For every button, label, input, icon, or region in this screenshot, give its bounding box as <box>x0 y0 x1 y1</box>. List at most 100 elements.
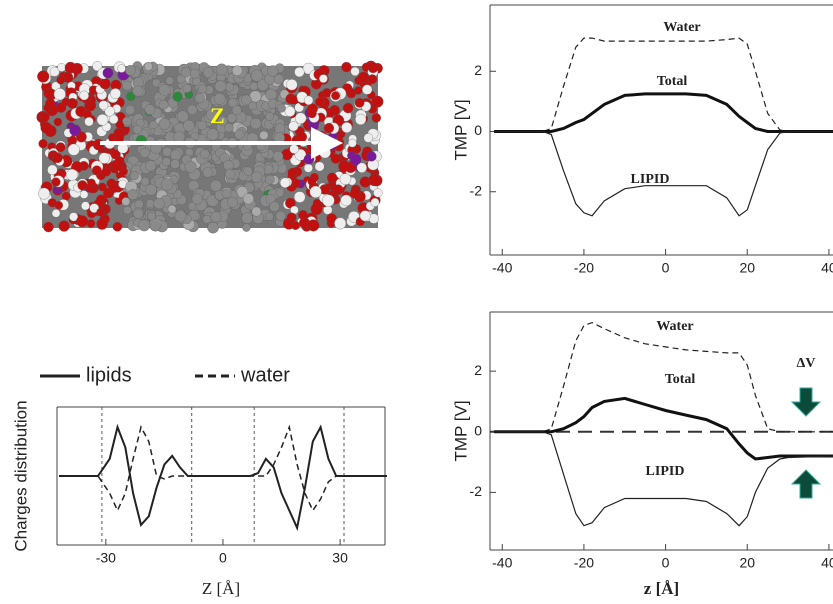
atom <box>279 177 291 188</box>
series-line <box>494 92 833 133</box>
arrow-down <box>790 387 822 417</box>
atom <box>69 124 81 136</box>
atom <box>139 147 150 158</box>
atom <box>132 124 143 135</box>
atom <box>363 133 373 143</box>
x-tick-label: 20 <box>739 555 755 571</box>
atom <box>127 189 139 200</box>
atom <box>132 85 144 97</box>
atom <box>350 66 360 76</box>
atom <box>77 180 88 191</box>
atom <box>248 101 258 111</box>
atom <box>122 116 132 126</box>
atom <box>291 221 300 230</box>
atom <box>224 168 236 180</box>
atom <box>174 210 187 222</box>
atom <box>51 209 61 218</box>
atom <box>275 188 285 197</box>
atom <box>160 178 174 191</box>
atom <box>265 212 274 221</box>
atom <box>373 188 383 198</box>
x-tick-label: 40 <box>821 260 833 276</box>
atom <box>202 167 214 178</box>
atom <box>265 112 274 121</box>
x-tick-label: 30 <box>332 550 348 566</box>
atom <box>349 187 362 199</box>
atom <box>147 212 156 221</box>
atom <box>243 166 253 176</box>
y-tick-label: 2 <box>474 62 482 78</box>
atom <box>45 98 56 109</box>
atom <box>182 83 192 93</box>
atom <box>165 76 174 85</box>
atom <box>240 94 252 106</box>
atom <box>331 91 340 101</box>
atom <box>370 198 380 207</box>
atom <box>242 223 251 232</box>
atom <box>362 84 373 95</box>
atom <box>38 139 48 149</box>
atom <box>224 123 234 133</box>
legend-label: lipids <box>86 364 132 386</box>
atom <box>250 117 262 130</box>
atom <box>102 67 114 79</box>
series-label: Water <box>656 319 693 334</box>
atom <box>210 179 222 192</box>
atom <box>167 204 177 214</box>
atom <box>250 171 263 183</box>
atom <box>191 193 203 205</box>
atom <box>217 115 228 126</box>
atom <box>161 157 171 167</box>
x-axis-label: Z [Å] <box>202 579 240 598</box>
y-axis-label: TMP [V] <box>451 99 470 160</box>
atom <box>228 98 238 108</box>
x-tick-label: -20 <box>574 555 594 571</box>
series-label: Total <box>665 372 696 387</box>
atom <box>57 63 66 72</box>
atom <box>40 112 50 122</box>
atom <box>368 174 381 187</box>
atom <box>37 70 50 83</box>
atom <box>303 163 313 173</box>
atom <box>158 84 171 96</box>
series-label: Water <box>663 20 700 35</box>
atom <box>98 182 107 192</box>
atom <box>231 65 243 76</box>
atom <box>214 80 227 93</box>
atom <box>314 161 325 172</box>
atom <box>96 207 105 217</box>
atom <box>149 220 161 232</box>
atom <box>197 84 208 94</box>
atom <box>275 210 286 222</box>
series-label: LIPID <box>646 464 685 479</box>
atom <box>69 212 79 222</box>
atom <box>66 168 78 181</box>
atom <box>122 80 132 91</box>
atom <box>49 66 60 77</box>
atom <box>334 217 347 230</box>
series-label: LIPID <box>631 172 670 187</box>
image-label: Z <box>210 103 225 128</box>
atom <box>170 149 182 161</box>
atom <box>272 151 284 162</box>
y-tick-label: -2 <box>470 483 483 499</box>
atom <box>269 201 280 212</box>
series-line <box>59 424 387 513</box>
annotation: ΔV <box>797 356 816 371</box>
atom <box>53 88 66 101</box>
atom <box>316 130 328 143</box>
atom <box>242 193 254 205</box>
atom <box>153 197 165 210</box>
atom <box>43 221 54 233</box>
atom <box>215 63 228 76</box>
atom <box>286 79 298 91</box>
atom <box>265 88 277 101</box>
atom <box>58 220 70 232</box>
series-line <box>494 130 833 217</box>
x-axis-label: z [Å] <box>644 579 679 598</box>
legend-label: water <box>240 364 290 386</box>
atom <box>117 64 126 73</box>
y-tick-label: 0 <box>474 122 482 138</box>
atom <box>140 177 150 186</box>
